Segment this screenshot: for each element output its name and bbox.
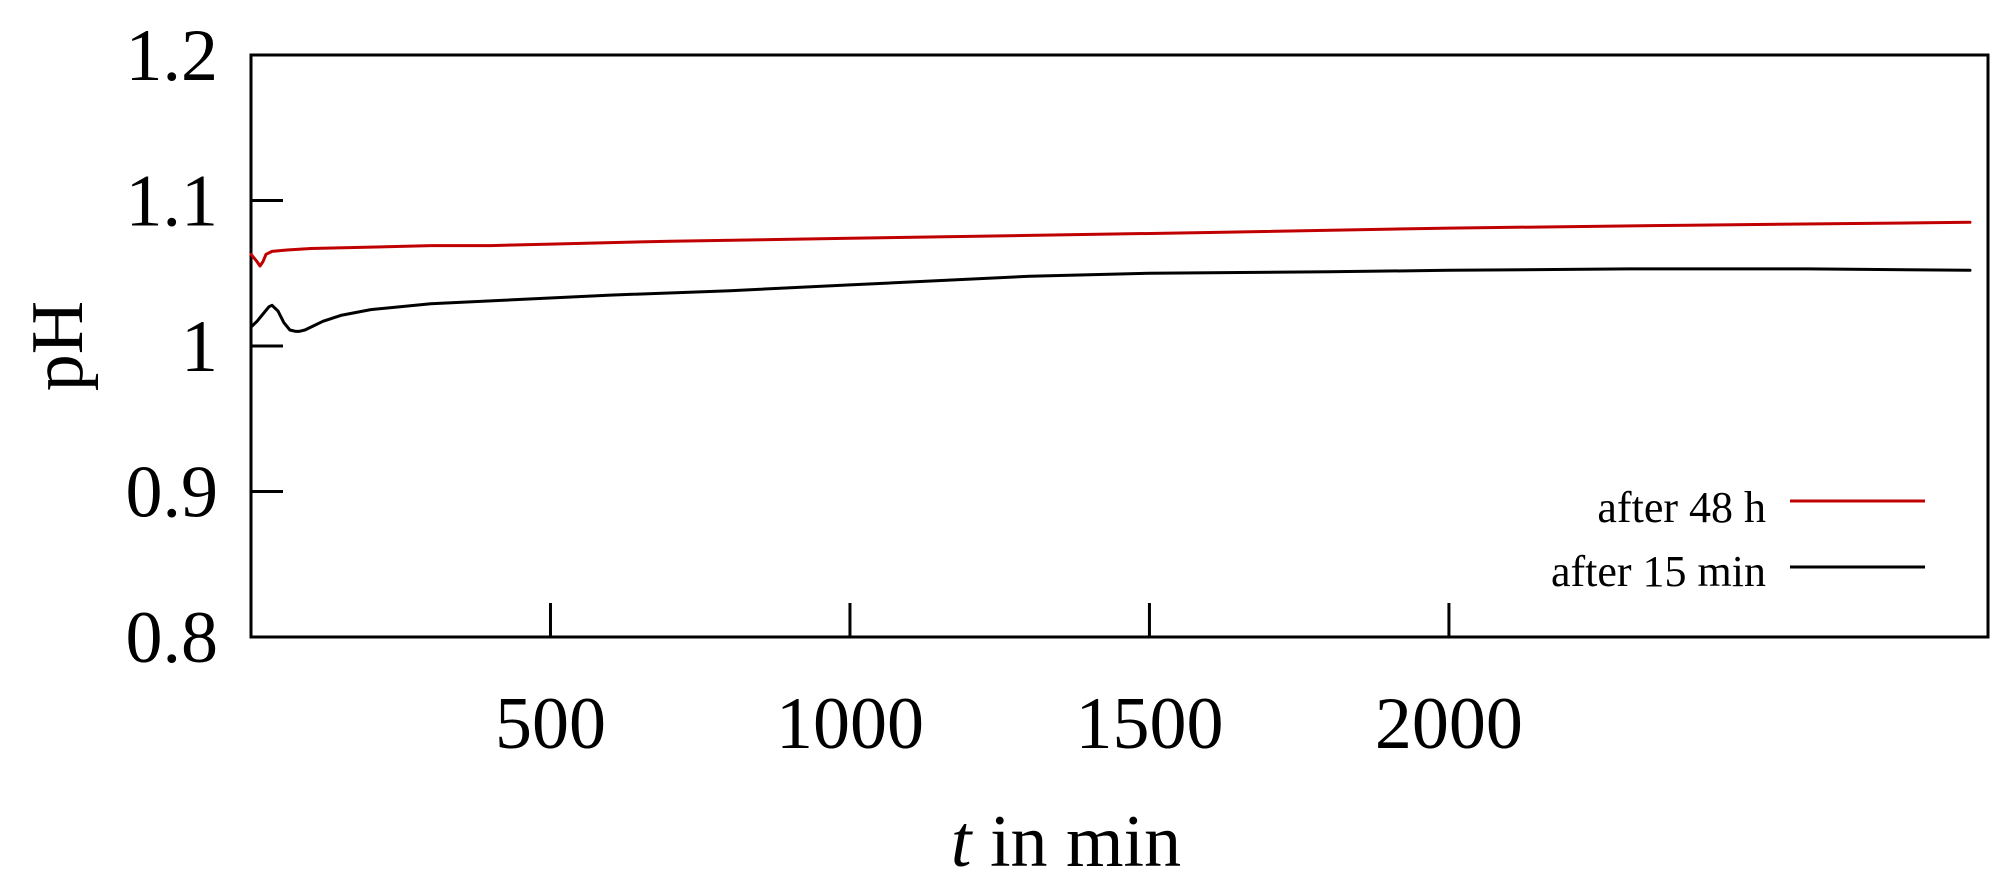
legend-label-after-15min: after 15 min (1551, 547, 1766, 596)
x-axis-title-italic: t (951, 801, 974, 883)
series-lines (249, 220, 1972, 333)
x-tick-label: 1000 (776, 683, 924, 765)
y-axis-ticks: 0.8 0.9 1 1.1 1.2 (126, 15, 283, 679)
x-tick-label: 1500 (1075, 683, 1223, 765)
x-axis-ticks: 500 1000 1500 2000 (495, 603, 1523, 765)
y-tick-label: 1.2 (126, 15, 219, 97)
series-line-after-15min (249, 267, 1972, 333)
legend: after 48 h after 15 min (1551, 483, 1925, 596)
legend-label-after-48h: after 48 h (1597, 483, 1766, 532)
x-axis-title-rest: in min (971, 801, 1181, 883)
y-tick-label: 0.8 (126, 597, 219, 679)
y-tick-label: 1 (181, 306, 218, 388)
x-tick-label: 2000 (1375, 683, 1523, 765)
y-tick-label: 0.9 (126, 452, 219, 534)
y-axis-title: pH (17, 301, 99, 391)
y-tick-label: 1.1 (126, 161, 219, 243)
x-axis-title: t in min (951, 801, 1181, 883)
series-line-after-48h (249, 220, 1972, 268)
x-tick-label: 500 (495, 683, 606, 765)
